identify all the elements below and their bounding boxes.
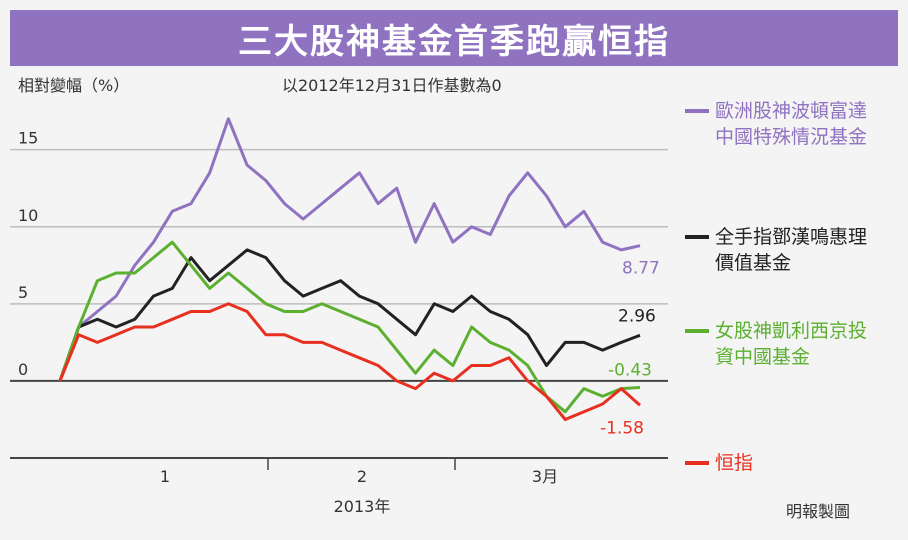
legend-swatch: [685, 235, 709, 239]
x-tick-label: 3月: [532, 467, 558, 486]
x-axis-label: 2013年: [334, 497, 391, 516]
x-tick-label: 2: [357, 467, 367, 486]
end-value-label: -0.43: [608, 361, 652, 381]
x-tick-label: 1: [160, 467, 170, 486]
series-line: [58, 302, 641, 421]
series-line: [58, 240, 641, 414]
y-tick-label: 15: [18, 129, 38, 148]
end-value-label: 2.96: [618, 306, 656, 326]
series-line: [58, 117, 641, 382]
legend-item-value-partners: 全手指鄧漢鳴惠理價值基金: [685, 224, 885, 276]
legend-item-west-kowloon: 女股神凱利西京投資中國基金: [685, 318, 885, 370]
chart-title: 三大股神基金首季跑贏恒指: [238, 21, 670, 62]
y-tick-label: 0: [18, 360, 28, 379]
legend-label: 女股神凱利西京投資中國基金: [715, 320, 868, 368]
series-line: [58, 248, 641, 382]
base-note: 以2012年12月31日作基數為0: [282, 76, 502, 95]
end-value-label: -1.58: [600, 418, 644, 438]
legend-label: 歐洲股神波頓富達中國特殊情況基金: [715, 100, 868, 148]
legend-item-fidelity: 歐洲股神波頓富達中國特殊情況基金: [685, 98, 885, 150]
y-tick-label: 10: [18, 206, 38, 225]
legend-label: 恒指: [715, 452, 754, 474]
source-credit: 明報製圖: [786, 502, 851, 521]
legend-item-hsi: 恒指: [685, 450, 885, 476]
legend-label: 全手指鄧漢鳴惠理價值基金: [715, 226, 868, 274]
legend-swatch: [685, 329, 709, 333]
end-value-label: 8.77: [622, 259, 660, 279]
legend-swatch: [685, 461, 709, 465]
chart-title-bar: 三大股神基金首季跑贏恒指: [10, 10, 898, 66]
y-tick-label: 5: [18, 283, 28, 302]
legend-swatch: [685, 109, 709, 113]
y-axis-label: 相對變幅（%）: [18, 76, 130, 95]
